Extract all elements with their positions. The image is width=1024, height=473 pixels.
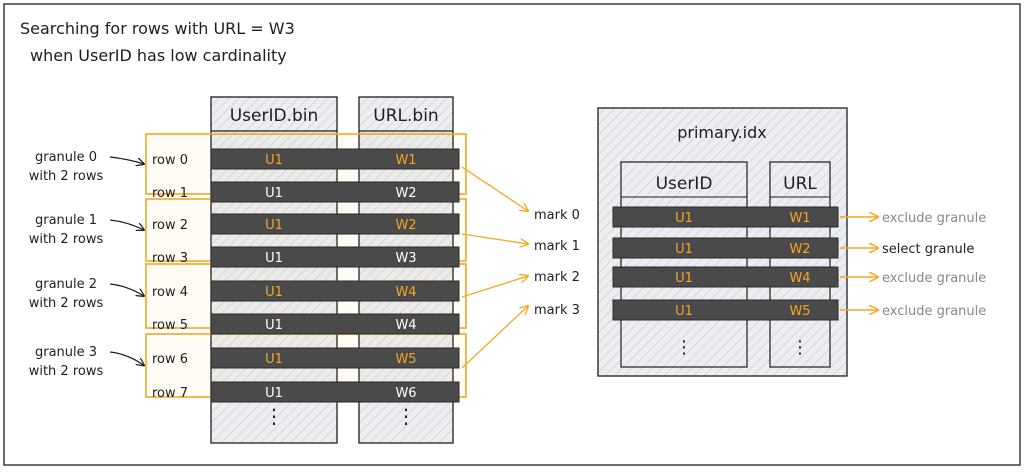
granule-label-line2-1: with 2 rows — [29, 232, 104, 247]
primary-idx-url-value-3: W5 — [789, 304, 810, 319]
primary-idx-url-value-1: W2 — [789, 242, 810, 257]
granule-arrow-2 — [109, 283, 144, 296]
row-label-6: row 6 — [152, 352, 188, 367]
row-userid-value-1: U1 — [265, 186, 283, 201]
result-label-3: exclude granule — [882, 304, 986, 319]
primary-idx-url-value-0: W1 — [789, 211, 810, 226]
primary-idx-userid-value-3: U1 — [675, 304, 693, 319]
mark-label-1: mark 1 — [534, 239, 580, 254]
result-label-0: exclude granule — [882, 211, 986, 226]
title-line-2: when UserID has low cardinality — [30, 46, 287, 65]
granule-to-mark-arrow-0 — [461, 166, 528, 211]
granule-results: exclude granule select granule exclude gra… — [840, 211, 986, 319]
row-label-0: row 0 — [152, 153, 188, 168]
granule-label-line2-2: with 2 rows — [29, 296, 104, 311]
row-url-value-3: W3 — [395, 251, 416, 266]
row-bar-1 — [210, 181, 460, 203]
primary-idx-userid-ellipsis: ⋮ — [675, 337, 693, 358]
mark-label-2: mark 2 — [534, 270, 580, 285]
primary-idx-userid-header: UserID — [656, 174, 713, 194]
outer-frame — [3, 3, 1021, 466]
row-url-value-4: W4 — [395, 285, 416, 300]
granule-to-mark-arrow-2 — [461, 276, 528, 298]
granule-label-line1-0: granule 0 — [35, 150, 97, 165]
url-bin-header: URL.bin — [373, 106, 438, 126]
row-label-5: row 5 — [152, 318, 188, 333]
row-userid-value-2: U1 — [265, 218, 283, 233]
primary-idx-entries: U1 W1 U1 W2 U1 W4 U1 W5 — [612, 206, 839, 321]
mark-arrows — [461, 166, 528, 369]
primary-idx-entry-1 — [612, 237, 839, 259]
row-label-2: row 2 — [152, 218, 188, 233]
row-userid-value-0: U1 — [265, 153, 283, 168]
row-bar-3 — [210, 246, 460, 268]
row-userid-value-3: U1 — [265, 251, 283, 266]
mark-label-0: mark 0 — [534, 208, 580, 223]
row-userid-value-4: U1 — [265, 285, 283, 300]
primary-idx-url-column — [769, 161, 831, 368]
primary-idx-url-header: URL — [783, 174, 817, 194]
row-bar-6 — [210, 347, 460, 369]
granule-to-mark-arrow-3 — [461, 306, 528, 369]
row-url-value-1: W2 — [395, 186, 416, 201]
primary-idx-entry-0 — [612, 206, 839, 228]
row-userid-value-7: U1 — [265, 386, 283, 401]
row-url-value-6: W5 — [395, 352, 416, 367]
row-url-value-2: W2 — [395, 218, 416, 233]
granule-label-line1-3: granule 3 — [35, 345, 97, 360]
granule-arrow-1 — [109, 219, 144, 230]
granule-label-line1-1: granule 1 — [35, 213, 97, 228]
granule-labels: granule 0 with 2 rows granule 1 with 2 rows… — [29, 150, 144, 379]
granule-to-mark-arrow-1 — [461, 233, 528, 244]
row-label-3: row 3 — [152, 251, 188, 266]
primary-idx-userid-column — [620, 161, 748, 368]
userid-ellipsis: ⋮ — [264, 404, 284, 428]
row-label-4: row 4 — [152, 285, 188, 300]
primary-idx-userid-value-1: U1 — [675, 242, 693, 257]
mark-labels: mark 0 mark 1 mark 2 mark 3 — [534, 208, 580, 318]
granule-label-line2-0: with 2 rows — [29, 169, 104, 184]
row-url-value-5: W4 — [395, 318, 416, 333]
primary-idx-entry-2 — [612, 266, 839, 288]
result-label-1: select granule — [882, 242, 974, 257]
granule-label-line1-2: granule 2 — [35, 277, 97, 292]
url-ellipsis: ⋮ — [396, 404, 416, 428]
primary-idx-entry-3 — [612, 299, 839, 321]
primary-idx-title: primary.idx — [677, 123, 767, 142]
primary-idx-userid-value-2: U1 — [675, 271, 693, 286]
granule-arrow-0 — [109, 156, 144, 164]
mark-label-3: mark 3 — [534, 303, 580, 318]
primary-idx-userid-value-0: U1 — [675, 211, 693, 226]
row-url-value-7: W6 — [395, 386, 416, 401]
row-bar-2 — [210, 213, 460, 235]
row-userid-value-6: U1 — [265, 352, 283, 367]
granule-label-line2-3: with 2 rows — [29, 364, 104, 379]
row-bar-7 — [210, 381, 460, 403]
granule-arrow-3 — [109, 351, 144, 366]
userid-bin-header: UserID.bin — [230, 106, 319, 126]
row-bar-0 — [210, 148, 460, 170]
row-label-7: row 7 — [152, 386, 188, 401]
title-line-1: Searching for rows with URL = W3 — [20, 19, 295, 38]
row-userid-value-5: U1 — [265, 318, 283, 333]
row-bar-5 — [210, 313, 460, 335]
row-label-1: row 1 — [152, 186, 188, 201]
row-bar-4 — [210, 280, 460, 302]
primary-idx-url-ellipsis: ⋮ — [791, 337, 809, 358]
primary-idx-url-value-2: W4 — [789, 271, 810, 286]
result-label-2: exclude granule — [882, 271, 986, 286]
row-url-value-0: W1 — [395, 153, 416, 168]
row-bars: row 0 U1 W1 row 1 U1 W2 row 2 U1 W2 row 3 U1 W3 row … — [152, 148, 460, 403]
